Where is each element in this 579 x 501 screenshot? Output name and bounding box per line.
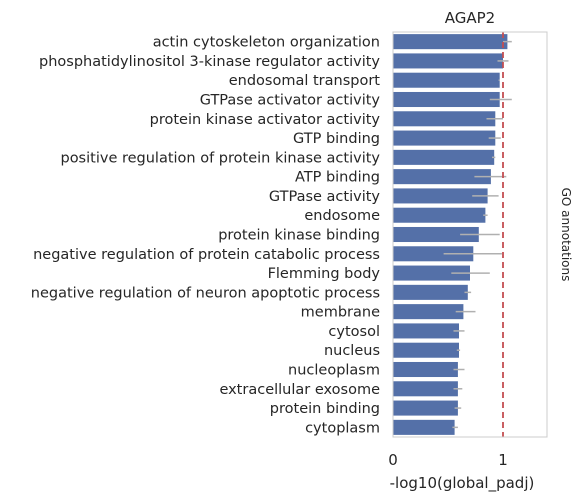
category-label: cytosol (328, 324, 380, 340)
category-label: membrane (301, 305, 380, 321)
bar (393, 150, 494, 165)
bar (393, 34, 507, 49)
category-label: GTPase activator activity (200, 93, 381, 109)
bar (393, 381, 458, 396)
category-label: actin cytoskeleton organization (153, 35, 380, 51)
bar (393, 285, 468, 300)
bar (393, 92, 500, 107)
bar (393, 343, 459, 358)
bar (393, 111, 495, 126)
category-label: negative regulation of protein catabolic… (33, 247, 380, 263)
category-label: negative regulation of neuron apoptotic … (31, 285, 380, 301)
bar (393, 323, 459, 338)
x-axis-title: -log10(global_padj) (390, 474, 535, 493)
category-label: protein binding (270, 401, 380, 417)
bar (393, 131, 495, 146)
category-label: Flemming body (268, 266, 381, 282)
category-label: protein kinase binding (218, 228, 380, 244)
y-axis-title: GO annotations (559, 188, 573, 282)
chart-title: AGAP2 (445, 9, 495, 27)
category-label: GTP binding (293, 131, 380, 147)
bar (393, 420, 455, 435)
category-label: cytoplasm (305, 420, 380, 436)
category-label: phosphatidylinositol 3-kinase regulator … (39, 54, 380, 70)
category-label: endosome (304, 208, 380, 224)
x-tick-label: 0 (388, 451, 398, 469)
bar (393, 73, 500, 88)
bar (393, 53, 503, 68)
category-label: ATP binding (295, 170, 380, 186)
category-label: protein kinase activator activity (150, 112, 381, 128)
category-label: GTPase activity (269, 189, 381, 205)
category-label: nucleus (324, 343, 380, 359)
category-label: positive regulation of protein kinase ac… (60, 150, 380, 166)
bar (393, 208, 485, 223)
category-label: endosomal transport (229, 73, 381, 89)
x-tick-label: 1 (498, 451, 508, 469)
bar (393, 401, 458, 416)
bar (393, 304, 463, 319)
category-label: extracellular exosome (219, 382, 380, 398)
category-label: nucleoplasm (288, 363, 380, 379)
bar (393, 362, 458, 377)
